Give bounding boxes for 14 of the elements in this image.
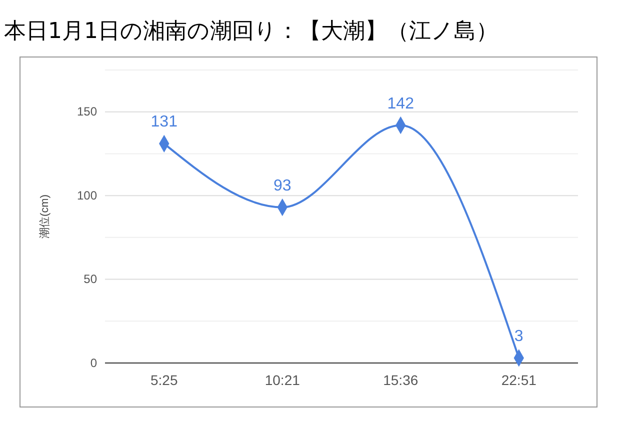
y-tick-label: 50 — [84, 272, 98, 286]
y-tick-label: 0 — [90, 356, 98, 370]
x-tick-label: 10:21 — [264, 372, 300, 388]
data-label: 142 — [387, 95, 414, 112]
chart-title: 本日1月1日の湘南の潮回り：【大潮】（江ノ島） — [4, 19, 498, 44]
data-label: 3 — [514, 328, 524, 345]
data-label: 131 — [150, 114, 178, 131]
x-tick-label: 15:36 — [383, 372, 418, 388]
y-tick-label: 100 — [76, 188, 98, 202]
data-label: 93 — [273, 177, 292, 194]
x-tick-label: 22:51 — [501, 372, 537, 388]
y-tick-label: 150 — [76, 104, 98, 119]
y-axis-title: 潮位(cm) — [38, 194, 51, 238]
x-tick-label: 5:25 — [150, 372, 178, 388]
